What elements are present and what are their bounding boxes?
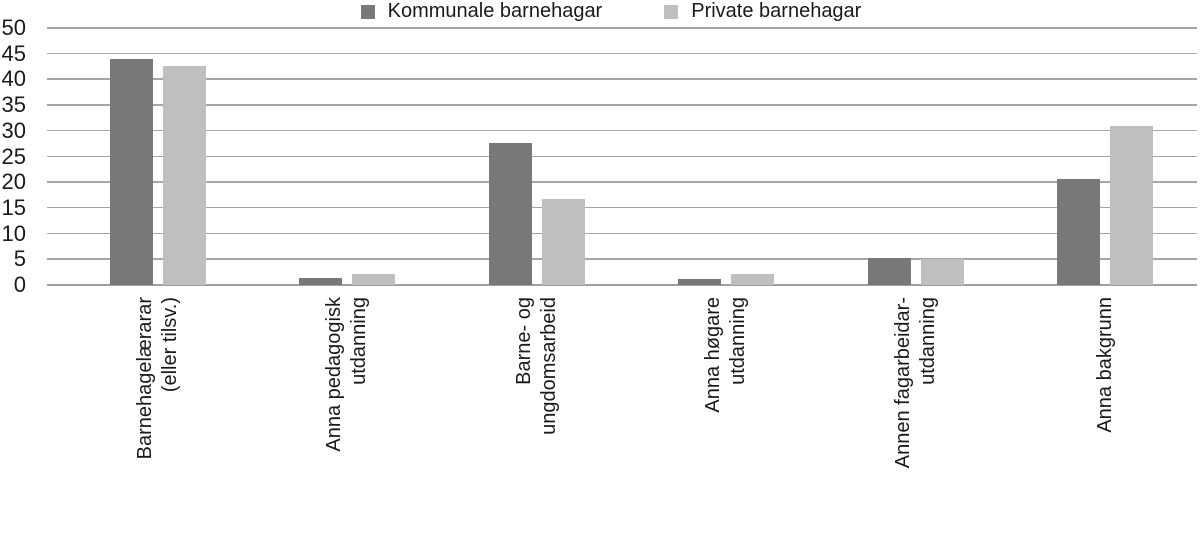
category-label-line: utdanning — [727, 297, 750, 385]
y-tick-label: 0 — [13, 272, 26, 297]
category-label-0: Barnehagelærarar (eller tilsv.) — [132, 297, 184, 507]
gridline — [47, 129, 1197, 132]
category-label-line: Barnehagelærarar — [134, 297, 156, 460]
legend-swatch-kommunale — [360, 4, 375, 19]
gridline — [47, 258, 1197, 260]
bar-kommunale-1 — [299, 278, 343, 285]
bar-private-2 — [541, 199, 585, 285]
gridline — [47, 104, 1197, 106]
gridline — [47, 27, 1197, 29]
category-label-2: Barne- og ungdomsarbeid — [511, 297, 563, 507]
bar-private-3 — [731, 273, 775, 285]
gridline — [47, 155, 1197, 157]
gridline — [47, 232, 1197, 235]
legend-item-private: Private barnehagar — [664, 0, 861, 23]
bar-private-4 — [920, 259, 964, 285]
y-tick-label: 30 — [1, 117, 26, 143]
bar-private-1 — [352, 273, 396, 285]
legend-label-private: Private barnehagar — [691, 0, 862, 22]
bar-kommunale-5 — [1057, 179, 1100, 285]
category-label-line: (eller tilsv.) — [159, 297, 181, 393]
y-tick-label: 5 — [13, 246, 26, 272]
legend-item-kommunale: Kommunale barnehagar — [360, 0, 603, 23]
x-axis-line — [47, 284, 1197, 286]
gridline — [47, 206, 1197, 209]
gridline — [47, 52, 1197, 55]
y-tick-label: 50 — [1, 15, 26, 40]
gridline — [47, 78, 1197, 80]
category-label-3: Anna høgare utdanning — [700, 297, 752, 507]
bar-private-5 — [1110, 126, 1153, 285]
category-label-5: Anna bakgrunn — [1079, 297, 1131, 507]
y-tick-label: 45 — [1, 40, 26, 66]
legend-label-kommunale: Kommunale barnehagar — [387, 0, 603, 22]
y-tick-label: 25 — [1, 143, 26, 169]
bar-kommunale-3 — [678, 278, 722, 285]
category-label-line: Barne- og — [512, 297, 535, 385]
category-label-1: Anna pedagogisk utdanning — [321, 297, 373, 507]
category-label-4: Annen fagarbeidar-utdanning — [890, 297, 942, 507]
gridline — [47, 181, 1197, 183]
legend-swatch-private — [664, 4, 679, 19]
y-tick-label: 35 — [1, 92, 26, 118]
bar-kommunale-0 — [110, 58, 153, 285]
y-tick-label: 40 — [1, 66, 26, 92]
category-label-line: utdanning — [916, 297, 939, 385]
category-label-line: Anna pedagogisk — [323, 297, 346, 452]
category-label-line: utdanning — [348, 297, 371, 385]
bar-private-0 — [163, 65, 206, 285]
bar-kommunale-4 — [867, 258, 911, 285]
category-label-line: Anna høgare — [702, 297, 725, 413]
bar-kommunale-2 — [488, 142, 532, 285]
y-tick-label: 10 — [1, 220, 26, 246]
category-label-line: Anna bakgrunn — [1093, 297, 1116, 433]
category-label-line: Annen fagarbeidar- — [891, 297, 914, 469]
y-tick-label: 15 — [1, 194, 26, 220]
legend: Kommunale barnehagar Private barnehagar — [0, 0, 1200, 23]
y-tick-label: 20 — [1, 169, 26, 195]
category-label-line: ungdomsarbeid — [537, 297, 560, 435]
